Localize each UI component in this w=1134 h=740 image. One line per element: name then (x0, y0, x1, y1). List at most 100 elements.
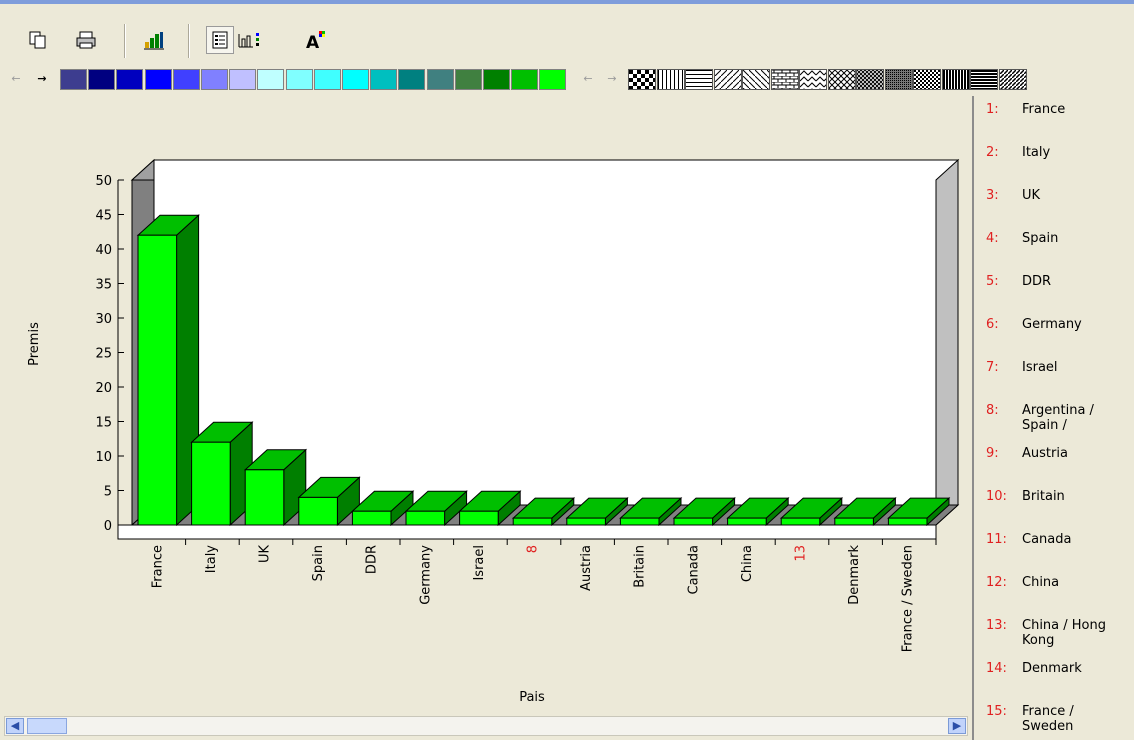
y-tick-label: 25 (95, 347, 112, 362)
legend-item-number: 1: (986, 102, 999, 117)
scroll-right-icon[interactable]: ▶ (948, 718, 966, 734)
x-axis-label: Pais (519, 690, 545, 705)
legend-item: 6: Germany (986, 317, 1132, 332)
color-swatch[interactable] (257, 69, 285, 90)
pattern-swatch[interactable] (941, 69, 970, 90)
legend-button[interactable] (206, 26, 234, 54)
color-swatch[interactable] (398, 69, 426, 90)
horizontal-scrollbar[interactable]: ◀ ▶ (4, 716, 968, 736)
y-tick-label: 10 (95, 450, 112, 465)
pattern-swatch[interactable] (742, 69, 770, 90)
font-button[interactable]: A (302, 26, 330, 54)
legend-item: 1: France (986, 102, 1132, 117)
y-tick-label: 0 (104, 519, 112, 534)
print-button[interactable] (72, 26, 100, 54)
color-swatch[interactable] (172, 69, 200, 90)
pattern-swatch[interactable] (970, 69, 998, 90)
color-swatch[interactable] (88, 69, 116, 90)
x-tick-label: Denmark (847, 545, 862, 605)
x-tick-label: 8 (525, 545, 540, 553)
legend-item-number: 9: (986, 446, 999, 461)
x-tick-label: Canada (686, 545, 701, 594)
pattern-scroll-left-icon[interactable]: ← (583, 72, 593, 85)
color-swatch[interactable] (116, 69, 144, 90)
color-swatch[interactable] (370, 69, 398, 90)
bar-front (298, 496, 338, 526)
legend-item-label: China / Hong Kong (1022, 618, 1106, 648)
pattern-swatch[interactable] (770, 69, 799, 90)
color-swatch[interactable] (483, 69, 510, 90)
color-swatch[interactable] (426, 69, 454, 90)
legend-item: 14: Denmark (986, 661, 1132, 676)
data-series-icon (238, 33, 259, 48)
color-swatch[interactable] (511, 69, 539, 90)
y-axis-label: Premis (27, 322, 42, 366)
color-swatch[interactable] (201, 69, 228, 90)
legend-item-label: Austria (1022, 446, 1068, 461)
data-series-button[interactable] (236, 26, 264, 54)
color-swatch[interactable] (285, 69, 313, 90)
palette-row: ← → ← → (0, 66, 1060, 94)
pattern-swatch[interactable] (856, 69, 884, 90)
legend-item-number: 14: (986, 661, 1007, 676)
pattern-swatch[interactable] (713, 69, 742, 90)
x-tick-label: France / Sweden (901, 545, 916, 652)
pattern-swatch[interactable] (827, 69, 856, 90)
legend-item-label: France (1022, 102, 1066, 117)
x-tick-label: Israel (472, 545, 487, 581)
legend-item-number: 8: (986, 403, 999, 418)
bar (887, 496, 951, 527)
color-scroll-left-icon[interactable]: ← (11, 72, 21, 85)
y-tick-label: 5 (104, 485, 112, 500)
legend-item-number: 6: (986, 317, 999, 332)
bar (297, 476, 361, 527)
pattern-scroll-right-icon[interactable]: → (607, 72, 617, 85)
pattern-swatch[interactable] (998, 69, 1027, 90)
bar-front (566, 517, 606, 526)
copy-button[interactable] (24, 26, 52, 54)
bar-front (619, 517, 660, 526)
color-swatch[interactable] (60, 69, 87, 90)
bar-front (673, 517, 714, 526)
bar (404, 490, 468, 527)
color-swatch[interactable] (342, 69, 369, 90)
pattern-swatch[interactable] (913, 69, 941, 90)
chart-type-button[interactable] (140, 26, 168, 54)
legend-item-number: 2: (986, 145, 999, 160)
pattern-swatch[interactable] (799, 69, 827, 90)
bar (190, 421, 254, 527)
pattern-swatch[interactable] (656, 69, 685, 90)
pattern-swatch[interactable] (685, 69, 713, 90)
color-swatch[interactable] (144, 69, 172, 90)
x-axis: France Italy UK Spain DDR Germany Israel 8 Austr… (150, 539, 937, 652)
scrollbar-thumb[interactable] (27, 718, 67, 734)
color-swatch[interactable] (539, 69, 567, 90)
bar-chart: 0 5 10 15 20 25 30 35 40 45 50 France Italy UK Spain D… (27, 158, 960, 705)
bar (779, 496, 844, 527)
legend-item-label: UK (1022, 188, 1041, 203)
y-tick-label: 45 (95, 209, 112, 224)
legend-item-label: Israel (1022, 360, 1058, 375)
legend-icon (212, 31, 228, 49)
legend-item: 12: China (986, 575, 1132, 590)
x-tick-label: 13 (793, 545, 808, 562)
right-wall (935, 158, 959, 527)
color-swatch[interactable] (229, 69, 257, 90)
legend-item: 13: China / Hong Kong (986, 618, 1132, 648)
scroll-left-icon[interactable]: ◀ (6, 718, 24, 734)
bar (351, 490, 415, 527)
chart-area: 0 5 10 15 20 25 30 35 40 45 50 France Italy UK Spain D… (0, 96, 972, 716)
pattern-swatch[interactable] (628, 69, 656, 90)
x-tick-label: China (740, 545, 755, 582)
pattern-swatch[interactable] (884, 69, 913, 90)
legend-item-label: Germany (1022, 317, 1082, 332)
color-scroll-right-icon[interactable]: → (37, 72, 47, 85)
y-axis: 0 5 10 15 20 25 30 35 40 45 50 (95, 174, 124, 539)
color-swatch[interactable] (454, 69, 482, 90)
bar (672, 496, 736, 527)
bar-front (137, 234, 178, 526)
legend-item-number: 3: (986, 188, 999, 203)
svg-text:A: A (306, 33, 320, 51)
legend-item-number: 15: (986, 704, 1007, 719)
color-swatch[interactable] (313, 69, 341, 90)
